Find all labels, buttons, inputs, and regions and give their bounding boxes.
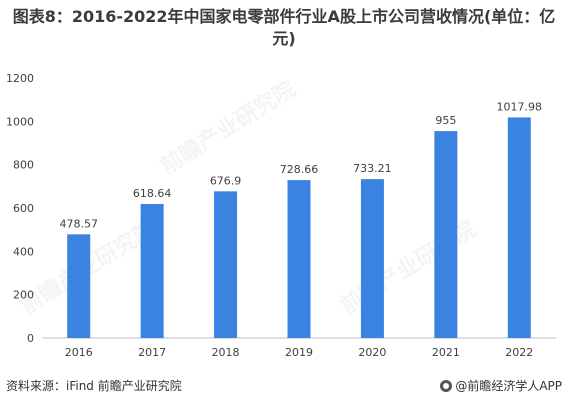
y-tick-label: 1200: [6, 72, 34, 85]
source-note: 资料来源：iFind 前瞻产业研究院: [6, 379, 182, 393]
y-tick-label: 600: [13, 202, 34, 215]
y-tick-label: 200: [13, 289, 34, 302]
y-tick-label: 0: [27, 332, 34, 345]
x-tick-label: 2019: [285, 346, 313, 359]
bar: [214, 191, 238, 338]
bar: [507, 117, 531, 338]
x-tick-label: 2022: [505, 346, 533, 359]
x-tick-label: 2018: [212, 346, 240, 359]
bar: [67, 234, 91, 338]
x-tick-label: 2016: [65, 346, 93, 359]
brand-logo-icon: [440, 380, 453, 392]
y-tick-label: 400: [13, 245, 34, 258]
data-label: 478.57: [59, 217, 98, 230]
data-label: 1017.98: [497, 100, 543, 113]
bar: [434, 131, 458, 338]
x-tick-label: 2021: [432, 346, 460, 359]
chart-title: 图表8：2016-2022年中国家电零部件行业A股上市公司营收情况(单位：亿元): [12, 7, 556, 48]
bar: [360, 179, 384, 338]
data-label: 676.9: [210, 174, 242, 187]
x-tick-label: 2020: [358, 346, 386, 359]
brand-credit: @前瞻经济学人APP: [440, 377, 562, 394]
y-tick-label: 800: [13, 159, 34, 172]
x-tick-label: 2017: [138, 346, 166, 359]
brand-credit-text: @前瞻经济学人APP: [455, 379, 562, 393]
data-label: 733.21: [353, 162, 392, 175]
data-label: 955: [435, 114, 456, 127]
data-label: 618.64: [133, 187, 172, 200]
y-tick-label: 1000: [6, 115, 34, 128]
data-label: 728.66: [280, 163, 319, 176]
bar: [287, 180, 311, 338]
bar: [140, 203, 164, 338]
